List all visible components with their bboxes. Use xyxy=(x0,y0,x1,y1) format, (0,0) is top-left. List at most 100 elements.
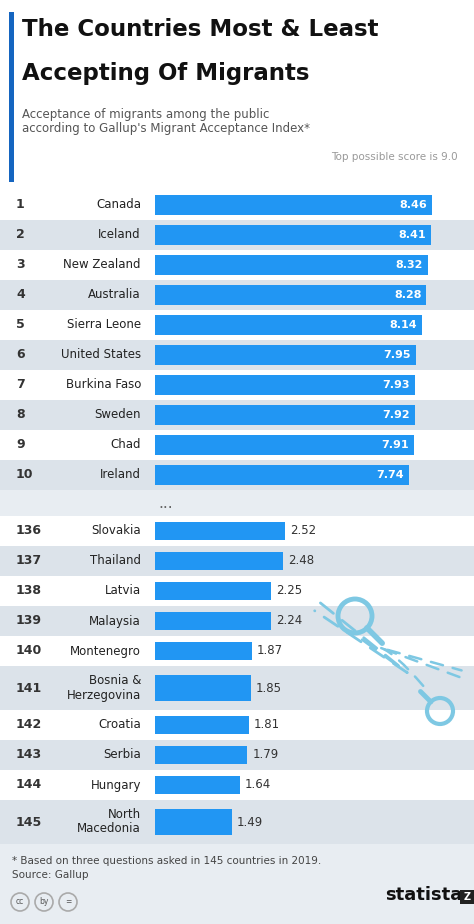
Bar xyxy=(460,890,474,904)
Text: 2.25: 2.25 xyxy=(276,585,302,598)
Bar xyxy=(0,800,474,844)
Text: by: by xyxy=(39,897,49,906)
Bar xyxy=(0,250,474,280)
Bar xyxy=(155,435,414,455)
Text: 2.52: 2.52 xyxy=(290,525,316,538)
Bar xyxy=(0,220,474,250)
Text: 8: 8 xyxy=(16,408,25,421)
Text: 2.48: 2.48 xyxy=(288,554,314,567)
Text: 137: 137 xyxy=(16,554,42,567)
Bar xyxy=(0,490,474,516)
Bar xyxy=(155,582,271,600)
Text: =: = xyxy=(65,897,71,906)
Bar xyxy=(155,776,240,794)
Bar xyxy=(0,190,474,220)
Text: 142: 142 xyxy=(16,719,42,732)
Text: Sierra Leone: Sierra Leone xyxy=(67,319,141,332)
Bar xyxy=(0,740,474,770)
Text: statista: statista xyxy=(385,886,462,904)
Text: New Zealand: New Zealand xyxy=(64,259,141,272)
Bar xyxy=(0,546,474,576)
Text: 2: 2 xyxy=(16,228,25,241)
Text: 8.14: 8.14 xyxy=(389,320,417,330)
Text: ...: ... xyxy=(159,495,173,510)
Text: * Based on three questions asked in 145 countries in 2019.: * Based on three questions asked in 145 … xyxy=(12,856,321,866)
Bar xyxy=(0,516,474,546)
Text: 7.93: 7.93 xyxy=(383,380,410,390)
Text: Slovakia: Slovakia xyxy=(91,525,141,538)
Text: 1.49: 1.49 xyxy=(237,816,263,829)
Bar xyxy=(155,746,247,764)
Bar xyxy=(155,675,251,701)
Bar xyxy=(0,710,474,740)
Text: Serbia: Serbia xyxy=(103,748,141,761)
Bar xyxy=(0,666,474,710)
Text: Accepting Of Migrants: Accepting Of Migrants xyxy=(22,62,310,85)
Text: Iceland: Iceland xyxy=(99,228,141,241)
Text: Montenegro: Montenegro xyxy=(70,645,141,658)
Text: 8.32: 8.32 xyxy=(395,260,423,270)
Text: Malaysia: Malaysia xyxy=(89,614,141,627)
Text: Acceptance of migrants among the public: Acceptance of migrants among the public xyxy=(22,108,269,121)
Text: according to Gallup's Migrant Acceptance Index*: according to Gallup's Migrant Acceptance… xyxy=(22,122,310,135)
Bar xyxy=(155,225,431,245)
Text: Burkina Faso: Burkina Faso xyxy=(65,379,141,392)
Text: 143: 143 xyxy=(16,748,42,761)
Bar xyxy=(155,375,415,395)
Bar xyxy=(9,12,14,182)
Text: 144: 144 xyxy=(16,779,42,792)
Text: Source: Gallup: Source: Gallup xyxy=(12,870,89,880)
Bar xyxy=(155,612,271,630)
Text: Chad: Chad xyxy=(110,439,141,452)
Text: 138: 138 xyxy=(16,585,42,598)
Text: 145: 145 xyxy=(16,816,42,829)
Bar xyxy=(0,460,474,490)
Text: Herzegovina: Herzegovina xyxy=(67,688,141,701)
Text: 139: 139 xyxy=(16,614,42,627)
Text: 8.28: 8.28 xyxy=(394,290,421,300)
Text: 9: 9 xyxy=(16,439,25,452)
Text: 3: 3 xyxy=(16,259,25,272)
Bar xyxy=(155,315,422,335)
Text: 1.87: 1.87 xyxy=(256,645,283,658)
Text: 10: 10 xyxy=(16,468,34,481)
Bar xyxy=(155,642,252,660)
Text: Canada: Canada xyxy=(96,199,141,212)
Text: 8.41: 8.41 xyxy=(398,230,426,240)
Bar xyxy=(0,0,474,190)
Bar xyxy=(155,195,432,215)
Text: 140: 140 xyxy=(16,645,42,658)
Bar xyxy=(155,285,427,305)
Text: 7.95: 7.95 xyxy=(383,350,410,360)
Text: 1.79: 1.79 xyxy=(253,748,279,761)
Text: Macedonia: Macedonia xyxy=(77,822,141,835)
Bar xyxy=(0,280,474,310)
Text: 1.64: 1.64 xyxy=(245,779,271,792)
Text: Ireland: Ireland xyxy=(100,468,141,481)
Bar xyxy=(0,636,474,666)
Bar xyxy=(155,405,415,425)
Text: 7.92: 7.92 xyxy=(382,410,410,420)
Bar xyxy=(0,340,474,370)
Bar xyxy=(0,430,474,460)
Text: Z: Z xyxy=(464,892,471,902)
Bar xyxy=(155,716,248,734)
Text: 6: 6 xyxy=(16,348,25,361)
Bar xyxy=(155,552,283,570)
Bar xyxy=(155,255,428,275)
Text: 4: 4 xyxy=(16,288,25,301)
Text: 1.85: 1.85 xyxy=(255,682,282,695)
Bar xyxy=(155,808,232,835)
Text: 8.46: 8.46 xyxy=(400,200,427,210)
Text: United States: United States xyxy=(61,348,141,361)
Bar xyxy=(0,576,474,606)
Text: 1: 1 xyxy=(16,199,25,212)
Text: 2.24: 2.24 xyxy=(276,614,302,627)
Text: Hungary: Hungary xyxy=(91,779,141,792)
Text: Sweden: Sweden xyxy=(94,408,141,421)
Bar xyxy=(0,770,474,800)
Text: The Countries Most & Least: The Countries Most & Least xyxy=(22,18,379,41)
Text: 7.91: 7.91 xyxy=(382,440,409,450)
Text: 7.74: 7.74 xyxy=(376,470,404,480)
Text: 7: 7 xyxy=(16,379,25,392)
